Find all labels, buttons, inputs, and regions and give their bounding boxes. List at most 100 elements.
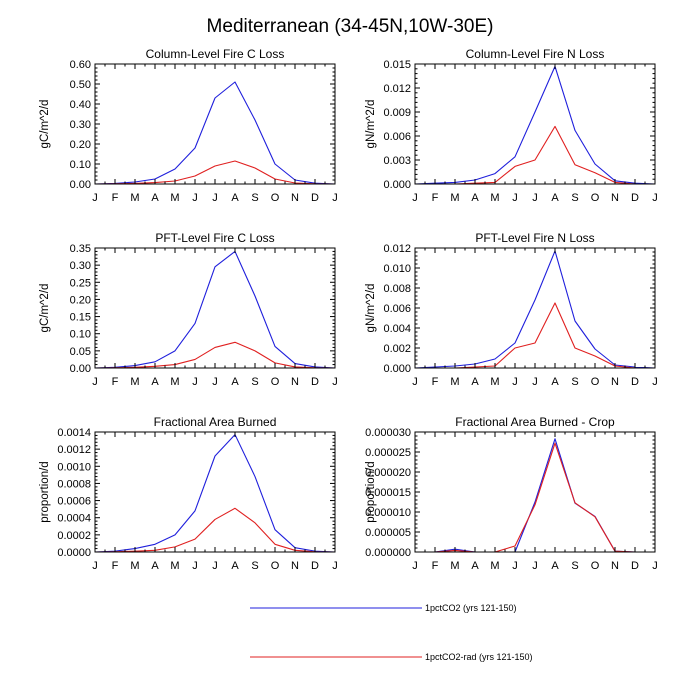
plot-frame <box>94 247 336 369</box>
x-tick-label: F <box>432 376 439 388</box>
y-tick-label: 0.10 <box>70 159 91 171</box>
series-line <box>414 65 656 185</box>
x-tick-label: O <box>591 192 600 204</box>
x-tick-label: S <box>251 192 258 204</box>
series-line <box>94 250 336 369</box>
x-tick-label: A <box>471 560 479 572</box>
x-tick-label: J <box>92 376 98 388</box>
plot-frame <box>414 63 656 185</box>
x-tick-label: J <box>652 376 658 388</box>
x-tick-label: F <box>432 560 439 572</box>
y-tick-label: 0.006 <box>383 303 411 315</box>
x-tick-label: A <box>231 560 239 572</box>
x-tick-label: S <box>571 376 578 388</box>
y-tick-label: 0.50 <box>70 79 91 91</box>
y-tick-label: 0.006 <box>383 131 411 143</box>
y-tick-label: 0.000005 <box>365 527 411 539</box>
x-tick-label: M <box>450 560 459 572</box>
x-tick-label: J <box>332 376 338 388</box>
x-tick-label: A <box>471 192 479 204</box>
x-tick-label: J <box>532 560 538 572</box>
panel-title: Fractional Area Burned - Crop <box>455 415 615 429</box>
x-tick-label: A <box>551 560 559 572</box>
x-tick-label: M <box>490 376 499 388</box>
x-tick-label: M <box>170 560 179 572</box>
x-tick-label: D <box>631 376 639 388</box>
x-tick-label: M <box>130 376 139 388</box>
x-tick-label: A <box>551 192 559 204</box>
y-tick-label: 0.10 <box>70 329 91 341</box>
x-tick-label: J <box>212 560 218 572</box>
x-tick-label: J <box>412 560 418 572</box>
series-line <box>415 442 655 553</box>
x-tick-label: M <box>450 376 459 388</box>
y-tick-label: 0.25 <box>70 277 91 289</box>
y-tick-label: 0.60 <box>70 59 91 71</box>
plot-frame <box>94 431 336 553</box>
x-tick-label: J <box>192 560 198 572</box>
series-line <box>94 434 336 553</box>
series-line <box>414 250 656 369</box>
x-tick-label: J <box>332 192 338 204</box>
x-tick-label: O <box>591 560 600 572</box>
x-tick-label: F <box>112 376 119 388</box>
y-tick-label: 0.009 <box>383 107 411 119</box>
x-tick-label: S <box>571 560 578 572</box>
y-tick-label: 0.002 <box>383 343 411 355</box>
y-tick-label: 0.008 <box>383 283 411 295</box>
panel-title: PFT-Level Fire C Loss <box>155 231 274 245</box>
x-tick-label: M <box>170 192 179 204</box>
x-tick-label: J <box>92 560 98 572</box>
y-tick-label: 0.00 <box>70 363 91 375</box>
y-tick-label: 0.0000 <box>57 547 91 559</box>
panel-title: Column-Level Fire N Loss <box>466 47 605 61</box>
x-tick-label: D <box>311 376 319 388</box>
x-tick-label: A <box>151 376 159 388</box>
y-tick-label: 0.0008 <box>57 478 91 490</box>
x-tick-label: N <box>291 560 299 572</box>
series-line <box>415 125 655 185</box>
y-axis-label: gC/m^2/d <box>39 100 51 149</box>
x-tick-label: J <box>512 560 518 572</box>
x-tick-label: N <box>291 376 299 388</box>
x-tick-label: J <box>532 192 538 204</box>
y-tick-label: 0.004 <box>383 323 411 335</box>
x-tick-label: J <box>192 192 198 204</box>
y-tick-label: 0.40 <box>70 99 91 111</box>
x-tick-label: J <box>512 192 518 204</box>
x-tick-label: S <box>251 376 258 388</box>
x-tick-label: F <box>112 560 119 572</box>
x-tick-label: J <box>412 376 418 388</box>
plot-frame <box>414 431 656 553</box>
y-axis-label: gC/m^2/d <box>39 284 51 333</box>
y-tick-label: 0.30 <box>70 119 91 131</box>
y-tick-label: 0.010 <box>383 263 411 275</box>
panel-title: Fractional Area Burned <box>154 415 277 429</box>
y-axis-label: gN/m^2/d <box>365 284 377 333</box>
y-tick-label: 0.000010 <box>365 507 411 519</box>
x-tick-label: M <box>490 560 499 572</box>
figure-title: Mediterranean (34-45N,10W-30E) <box>207 16 494 37</box>
x-tick-label: F <box>432 192 439 204</box>
panel-title: PFT-Level Fire N Loss <box>475 231 594 245</box>
x-tick-label: O <box>271 376 280 388</box>
y-tick-label: 0.000000 <box>365 547 411 559</box>
x-tick-label: D <box>631 560 639 572</box>
y-tick-label: 0.15 <box>70 312 91 324</box>
y-tick-label: 0.35 <box>70 243 91 255</box>
series-line <box>94 507 336 553</box>
y-tick-label: 0.000020 <box>365 467 411 479</box>
x-tick-label: J <box>212 376 218 388</box>
y-axis-label: proportion/d <box>365 461 377 522</box>
y-tick-label: 0.003 <box>383 155 411 167</box>
legend-label: 1pctCO2 (yrs 121-150) <box>425 603 517 613</box>
y-tick-label: 0.0012 <box>57 444 91 456</box>
x-tick-label: M <box>170 376 179 388</box>
x-tick-label: M <box>130 560 139 572</box>
series-line <box>415 302 655 369</box>
